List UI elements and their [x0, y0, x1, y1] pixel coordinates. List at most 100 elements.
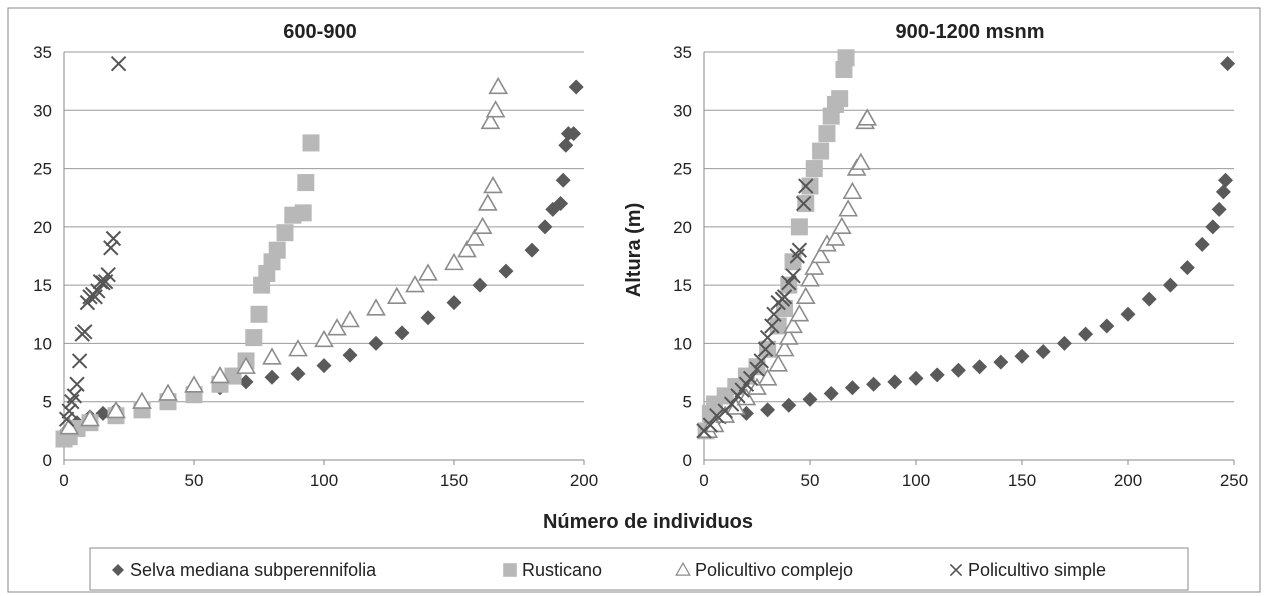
- left-x-point: [103, 240, 119, 256]
- right-x-tick-label: 200: [1114, 471, 1142, 490]
- right-diamond-point: [823, 386, 839, 402]
- right-square-point: [790, 218, 808, 236]
- legend-label-square: Rusticano: [522, 560, 602, 580]
- left-x-tick-label: 100: [310, 471, 338, 490]
- legend-marker-diamond: [112, 564, 124, 576]
- right-diamond-point: [1078, 326, 1094, 342]
- legend-label-diamond: Selva mediana subperennifolia: [130, 560, 377, 580]
- right-diamond-point: [1205, 219, 1221, 235]
- left-x-point: [71, 353, 88, 369]
- right-y-tick-label: 10: [673, 334, 692, 353]
- left-diamond-point: [238, 374, 254, 390]
- left-triangle-point: [210, 365, 230, 384]
- left-triangle-point: [418, 263, 438, 281]
- y-axis-label: Altura (m): [623, 203, 645, 297]
- left-x-point: [105, 230, 122, 247]
- right-x-point: [791, 242, 808, 258]
- right-triangle-point: [804, 257, 825, 275]
- left-x-point: [95, 275, 111, 291]
- left-diamond-point: [498, 263, 514, 279]
- right-square-point: [748, 358, 766, 376]
- legend-marker-x: [949, 563, 963, 577]
- left-x-point: [66, 388, 83, 404]
- left-y-tick-label: 35: [33, 43, 52, 62]
- left-triangle-point: [488, 76, 509, 95]
- left-diamond-point: [446, 295, 462, 311]
- right-triangle-point: [789, 304, 810, 322]
- left-x-point: [61, 403, 77, 419]
- left-triangle-point: [480, 111, 501, 130]
- right-triangle-point: [774, 339, 795, 357]
- right-triangle-point: [851, 152, 871, 170]
- left-triangle-point: [80, 409, 100, 427]
- legend-marker-triangle: [675, 561, 691, 576]
- chart-left-title: 600-900: [283, 21, 356, 43]
- right-x-tick-label: 0: [699, 471, 708, 490]
- left-triangle-point: [288, 339, 308, 357]
- left-y-tick-label: 5: [43, 393, 52, 412]
- left-diamond-point: [558, 137, 574, 153]
- left-square-point: [276, 224, 294, 242]
- plot-left: 0 5 10 15 20 25 30 35 0 50 100 150 200: [33, 43, 598, 490]
- right-diamond-point: [1099, 318, 1115, 334]
- legend-label-triangle: Policultivo complejo: [695, 560, 853, 580]
- right-y-tick-label: 0: [683, 451, 692, 470]
- right-triangle-point: [825, 228, 846, 246]
- right-x-point: [776, 289, 793, 305]
- left-diamond-point: [420, 310, 436, 326]
- right-y-tick-label: 5: [683, 393, 692, 412]
- left-triangle-point: [236, 356, 256, 374]
- left-triangle-point: [472, 216, 493, 235]
- left-x-tick-label: 50: [185, 471, 204, 490]
- right-triangle-point: [778, 327, 799, 345]
- right-x-point: [798, 178, 814, 194]
- right-y-tick-label: 30: [673, 101, 692, 120]
- left-square-point: [245, 329, 263, 347]
- right-diamond-point: [1035, 344, 1051, 360]
- left-y-tick-label: 0: [43, 451, 52, 470]
- left-x-tick-label: 150: [440, 471, 468, 490]
- right-diamond-point: [887, 374, 903, 390]
- right-diamond-point: [1162, 277, 1178, 293]
- left-square-point: [297, 174, 315, 192]
- left-diamond-point: [566, 126, 582, 142]
- right-triangle-point: [725, 397, 746, 415]
- right-diamond-point: [950, 362, 966, 378]
- left-series-triangle: [59, 76, 509, 435]
- legend-box: [89, 547, 1189, 591]
- left-x-point: [69, 376, 85, 392]
- right-x-point: [785, 268, 801, 284]
- right-diamond-point: [1218, 172, 1234, 188]
- left-triangle-point: [464, 228, 485, 246]
- right-diamond-point: [1141, 291, 1157, 307]
- right-diamond-point: [760, 402, 776, 418]
- right-diamond-point: [781, 397, 797, 413]
- left-square-point: [250, 305, 268, 323]
- right-square-point: [812, 142, 830, 160]
- right-diamond-point: [844, 380, 860, 396]
- left-square-point: [294, 204, 312, 222]
- right-x-point: [781, 275, 797, 291]
- right-diamond-point: [1211, 201, 1227, 217]
- left-triangle-point: [477, 193, 498, 211]
- right-x-point: [742, 370, 759, 387]
- left-x-point: [110, 55, 127, 72]
- left-series-x: [58, 55, 127, 427]
- right-y-tick-label: 25: [673, 160, 692, 179]
- right-y-tick-label: 35: [673, 43, 692, 62]
- left-diamond-point: [537, 219, 553, 235]
- left-x-point: [77, 324, 93, 340]
- right-x-point: [749, 361, 765, 377]
- legend: Selva mediana subperennifolia Rusticano Po…: [89, 547, 1189, 591]
- right-diamond-point: [866, 376, 882, 392]
- left-x-tick-label: 0: [59, 471, 68, 490]
- left-y-tick-label: 25: [33, 160, 52, 179]
- right-diamond-point: [1194, 236, 1210, 252]
- right-diamond-point: [1014, 348, 1030, 364]
- right-diamond-point: [802, 391, 818, 407]
- right-y-tick-label: 20: [673, 218, 692, 237]
- left-triangle-point: [132, 391, 152, 409]
- plot-right: 0 5 10 15 20 25 30 35 0 50 100 150 200 250: [673, 43, 1248, 490]
- right-square-point: [801, 177, 819, 195]
